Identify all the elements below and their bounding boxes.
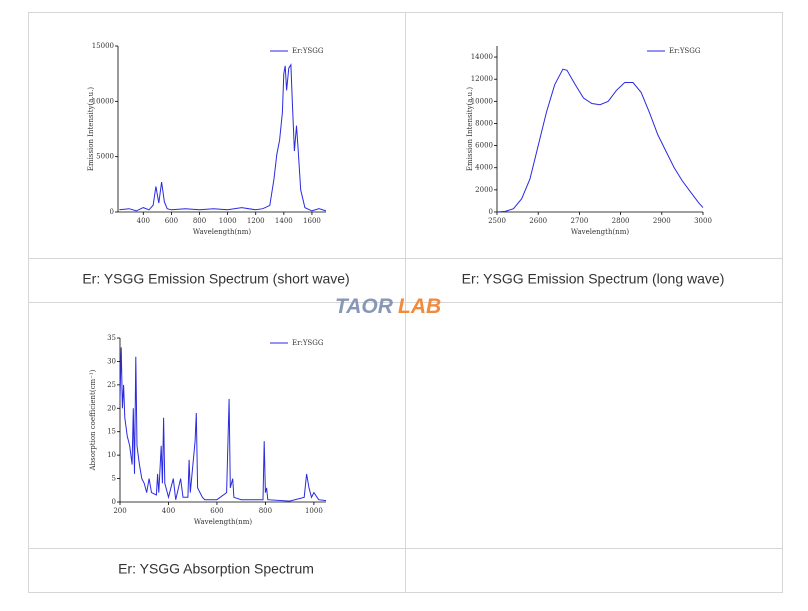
x-axis-label: Wavelength(nm): [193, 228, 251, 236]
y-axis-label: Emission Intensity(a.u.): [87, 87, 95, 172]
legend-label: Er:YSGG: [292, 339, 324, 347]
y-tick-label: 2000: [475, 186, 493, 194]
y-tick-label: 10000: [92, 97, 114, 105]
series-line: [119, 63, 327, 212]
y-axis-label: Emission Intensity(a.u.): [466, 87, 474, 172]
x-tick-label: 2800: [612, 217, 630, 225]
x-tick-label: 3000: [694, 217, 712, 225]
legend-label: Er:YSGG: [669, 47, 701, 55]
x-tick-label: 400: [137, 217, 150, 225]
chart: 0 5000 10000 15000 400 600 800 1000 1200 1400 1600…: [87, 42, 327, 236]
logo-part: TAOR: [335, 295, 394, 318]
y-tick-label: 5: [112, 475, 116, 483]
x-tick-label: 800: [259, 507, 272, 515]
y-tick-label: 25: [107, 381, 116, 389]
x-tick-label: 200: [113, 507, 126, 515]
y-tick-label: 15000: [92, 42, 114, 50]
x-axis-label: Wavelength(nm): [194, 518, 252, 526]
y-tick-label: 8000: [475, 119, 493, 127]
table-grid: [28, 12, 783, 593]
caption: Er: YSGG Absorption Spectrum: [118, 561, 314, 577]
x-tick-label: 400: [162, 507, 175, 515]
x-tick-label: 2600: [529, 217, 547, 225]
y-tick-label: 10: [107, 451, 116, 459]
x-tick-label: 2500: [488, 217, 506, 225]
x-tick-label: 1000: [219, 217, 237, 225]
x-tick-label: 2900: [653, 217, 671, 225]
y-tick-label: 5000: [96, 153, 114, 161]
y-tick-label: 15: [107, 428, 116, 436]
y-tick-label: 35: [107, 334, 116, 342]
y-tick-label: 4000: [475, 164, 493, 172]
series-line: [119, 347, 327, 502]
chart: 0 2000 4000 6000 8000 10000 12000 14000 2500 2600…: [466, 46, 712, 236]
series-line: [496, 68, 704, 213]
y-tick-label: 0: [112, 498, 116, 506]
x-tick-label: 600: [210, 507, 223, 515]
y-tick-label: 6000: [475, 142, 493, 150]
x-tick-label: 1400: [275, 217, 293, 225]
caption: Er: YSGG Emission Spectrum (short wave): [82, 271, 349, 287]
y-tick-label: 30: [107, 357, 116, 365]
y-tick-label: 12000: [471, 75, 493, 83]
y-tick-label: 10000: [471, 97, 493, 105]
x-axis-label: Wavelength(nm): [571, 228, 629, 236]
y-axis-label: Absorption coefficient(cm⁻¹): [89, 369, 97, 471]
y-tick-label: 0: [110, 208, 114, 216]
logo-part: LAB: [398, 295, 441, 318]
y-tick-label: 0: [489, 208, 493, 216]
y-tick-label: 14000: [471, 53, 493, 61]
x-tick-label: 2700: [570, 217, 588, 225]
x-tick-label: 1200: [247, 217, 265, 225]
y-tick-label: 20: [107, 404, 116, 412]
chart: 0 5 10 15 20 25 30 35 200 400 600 800 1000 Wavelength…: [89, 334, 327, 526]
legend-label: Er:YSGG: [292, 47, 324, 55]
x-tick-label: 600: [165, 217, 178, 225]
x-tick-label: 1600: [303, 217, 321, 225]
x-tick-label: 1000: [305, 507, 323, 515]
x-tick-label: 800: [193, 217, 206, 225]
caption: Er: YSGG Emission Spectrum (long wave): [462, 271, 725, 287]
